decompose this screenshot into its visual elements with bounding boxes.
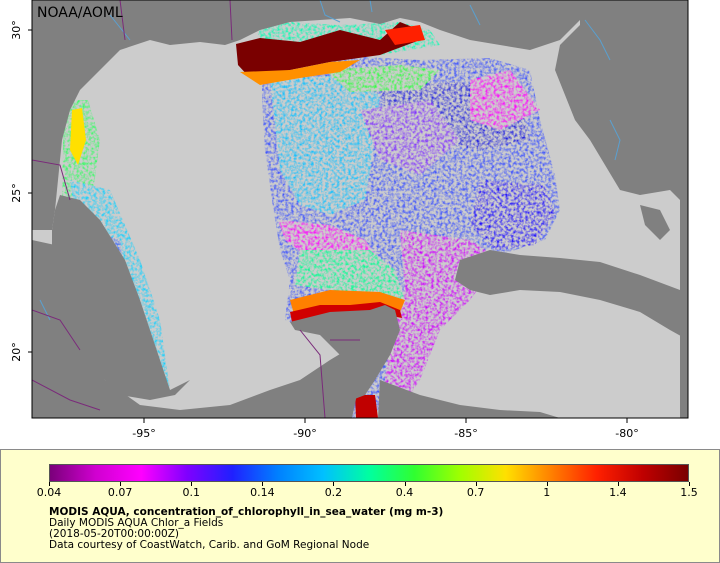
land-mexico: [32, 195, 190, 400]
map-frame: [31, 0, 689, 419]
coastal-high-chlorophyll: [61, 22, 425, 418]
lat-label: 20°: [10, 342, 23, 362]
lon-label: -90°: [293, 427, 316, 440]
lat-label: 30°: [10, 20, 23, 40]
colorbar-tick-mark: [475, 482, 477, 486]
colorbar-tick-mark: [262, 482, 264, 486]
lon-ticks: [143, 418, 628, 423]
colorbar-tick-mark: [191, 482, 193, 486]
colorbar-tick-label: 0.7: [466, 486, 485, 499]
legend-subtitle: Daily MODIS AQUA Chlor_a Fields: [49, 517, 224, 529]
colorbar-tick-mark: [404, 482, 406, 486]
legend-panel: 0.04 0.07 0.1 0.14 0.2 0.4 0.7 1 1.4 1.5 MODIS AQ…: [0, 449, 720, 563]
colorbar-tick-mark: [49, 482, 50, 486]
colorbar-tick-label: 0.1: [182, 486, 200, 499]
lat-label: 25°: [10, 183, 23, 203]
rivers: [39, 0, 621, 321]
colorbar-tick-label: 0.14: [250, 486, 275, 499]
colorbar-tick-mark: [333, 482, 335, 486]
lon-label: -95°: [132, 427, 155, 440]
colorbar-tick-label: 0.4: [395, 486, 414, 499]
legend-date: (2018-05-20T00:00:00Z): [49, 528, 179, 540]
land-masses: [32, 0, 688, 418]
colorbar-tick-mark: [546, 482, 548, 486]
colorbar-tick-mark: [120, 482, 122, 486]
lon-label: -80°: [615, 427, 638, 440]
colorbar-tick-label: 1.4: [609, 486, 627, 499]
legend-credit: Data courtesy of CoastWatch, Carib. and …: [49, 539, 370, 551]
colorbar-tick-mark: [617, 482, 619, 486]
colorbar-tick-mark: [689, 482, 690, 486]
land-cuba: [455, 250, 688, 340]
land-us-gulf-coast: [32, 0, 580, 230]
political-borders: [32, 0, 360, 418]
colorbar: [49, 464, 689, 482]
watermark: NOAA/AOML: [37, 5, 123, 21]
land-florida: [555, 0, 688, 418]
colorbar-tick-label: 0.2: [324, 486, 343, 499]
lon-label: -85°: [454, 427, 477, 440]
legend-title: MODIS AQUA, concentration_of_chlorophyll…: [49, 506, 444, 518]
land-yucatan: [290, 305, 400, 400]
land-mexico-south: [32, 240, 360, 418]
colorbar-tick-label: 1: [543, 486, 551, 499]
chlorophyll-map: 30° 25° 20° -95° -90° -85° -80° NOAA/AOM…: [10, 0, 689, 440]
colorbar-tick-label: 1.5: [680, 486, 698, 499]
colorbar-tick-label: 0.04: [36, 486, 62, 499]
colorbar-tick-label: 0.07: [107, 486, 133, 499]
lat-ticks: [28, 29, 32, 353]
